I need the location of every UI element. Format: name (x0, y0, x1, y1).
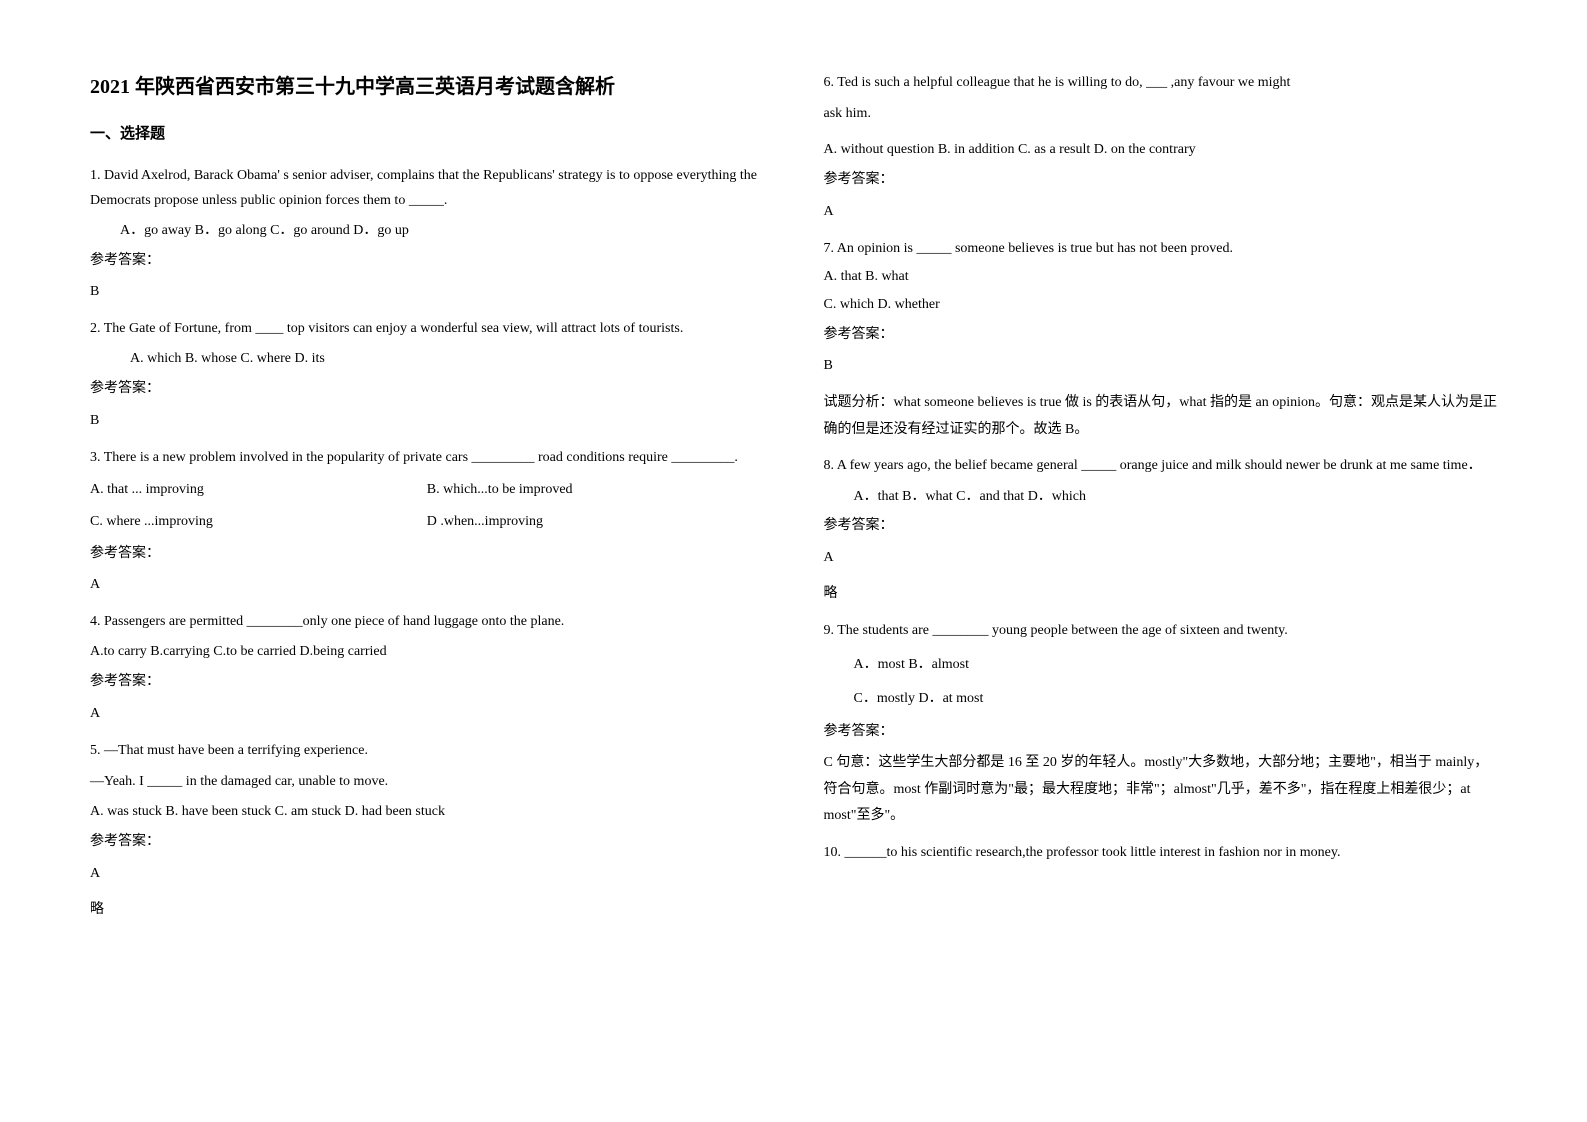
question-3: 3. There is a new problem involved in th… (90, 445, 764, 597)
q8-answer: A (824, 546, 1498, 570)
q1-answer: B (90, 280, 764, 304)
q1-answer-label: 参考答案： (90, 249, 764, 273)
section-heading: 一、选择题 (90, 122, 764, 148)
q3-answer-label: 参考答案： (90, 542, 764, 566)
page-container: 2021 年陕西省西安市第三十九中学高三英语月考试题含解析 一、选择题 1. D… (90, 70, 1497, 933)
q5-answer: A (90, 862, 764, 886)
q9-explanation: C 句意：这些学生大部分都是 16 至 20 岁的年轻人。mostly"大多数地… (824, 750, 1498, 830)
q2-text: 2. The Gate of Fortune, from ____ top vi… (90, 316, 764, 341)
q8-answer-label: 参考答案： (824, 514, 1498, 538)
left-column: 2021 年陕西省西安市第三十九中学高三英语月考试题含解析 一、选择题 1. D… (90, 70, 764, 933)
q7-options-2: C. which D. whether (824, 293, 1498, 317)
question-10: 10. ______to his scientific research,the… (824, 840, 1498, 865)
question-1: 1. David Axelrod, Barack Obama' s senior… (90, 163, 764, 305)
q4-answer: A (90, 702, 764, 726)
question-4: 4. Passengers are permitted ________only… (90, 609, 764, 726)
q10-text: 10. ______to his scientific research,the… (824, 840, 1498, 865)
q2-answer-label: 参考答案： (90, 377, 764, 401)
q3-text: 3. There is a new problem involved in th… (90, 445, 764, 470)
q4-answer-label: 参考答案： (90, 670, 764, 694)
q4-options: A.to carry B.carrying C.to be carried D.… (90, 640, 764, 664)
q9-answer-label: 参考答案： (824, 720, 1498, 744)
q5-answer-label: 参考答案： (90, 830, 764, 854)
q3-opt-a: A. that ... improving (90, 478, 427, 502)
q7-answer-label: 参考答案： (824, 323, 1498, 347)
q6-options: A. without question B. in addition C. as… (824, 138, 1498, 162)
q1-options: A．go away B．go along C．go around D．go up (90, 219, 764, 243)
q2-answer: B (90, 409, 764, 433)
question-7: 7. An opinion is _____ someone believes … (824, 236, 1498, 444)
q8-text: 8. A few years ago, the belief became ge… (824, 453, 1498, 478)
question-9: 9. The students are ________ young peopl… (824, 618, 1498, 830)
q5-text2: —Yeah. I _____ in the damaged car, unabl… (90, 769, 764, 794)
q6-answer: A (824, 200, 1498, 224)
q3-options-row2: C. where ...improving D .when...improvin… (90, 510, 764, 534)
q9-options-2: C．mostly D．at most (824, 687, 1498, 711)
q5-text1: 5. —That must have been a terrifying exp… (90, 738, 764, 763)
q4-text: 4. Passengers are permitted ________only… (90, 609, 764, 634)
q9-answer-prefix: C (824, 755, 837, 770)
q9-options-1: A．most B．almost (824, 653, 1498, 677)
question-5: 5. —That must have been a terrifying exp… (90, 738, 764, 922)
q9-text: 9. The students are ________ young peopl… (824, 618, 1498, 643)
q2-options: A. which B. whose C. where D. its (90, 347, 764, 371)
q6-answer-label: 参考答案： (824, 168, 1498, 192)
q3-opt-b: B. which...to be improved (427, 478, 764, 502)
q3-answer: A (90, 573, 764, 597)
right-column: 6. Ted is such a helpful colleague that … (824, 70, 1498, 933)
q9-explanation-text: 句意：这些学生大部分都是 16 至 20 岁的年轻人。mostly"大多数地，大… (824, 755, 1489, 823)
q6-text1: 6. Ted is such a helpful colleague that … (824, 70, 1498, 95)
q8-note: 略 (824, 582, 1498, 606)
q8-options: A．that B．what C．and that D．which (824, 485, 1498, 509)
q7-options-1: A. that B. what (824, 265, 1498, 289)
question-2: 2. The Gate of Fortune, from ____ top vi… (90, 316, 764, 433)
q6-text2: ask him. (824, 101, 1498, 126)
q7-answer: B (824, 354, 1498, 378)
q3-opt-d: D .when...improving (427, 510, 764, 534)
q7-explanation: 试题分析：what someone believes is true 做 is … (824, 390, 1498, 443)
q5-options: A. was stuck B. have been stuck C. am st… (90, 800, 764, 824)
q3-opt-c: C. where ...improving (90, 510, 427, 534)
q3-options-row1: A. that ... improving B. which...to be i… (90, 478, 764, 502)
document-title: 2021 年陕西省西安市第三十九中学高三英语月考试题含解析 (90, 70, 764, 104)
q1-text: 1. David Axelrod, Barack Obama' s senior… (90, 163, 764, 213)
q7-text: 7. An opinion is _____ someone believes … (824, 236, 1498, 261)
question-8: 8. A few years ago, the belief became ge… (824, 453, 1498, 605)
question-6: 6. Ted is such a helpful colleague that … (824, 70, 1498, 224)
q5-note: 略 (90, 898, 764, 922)
